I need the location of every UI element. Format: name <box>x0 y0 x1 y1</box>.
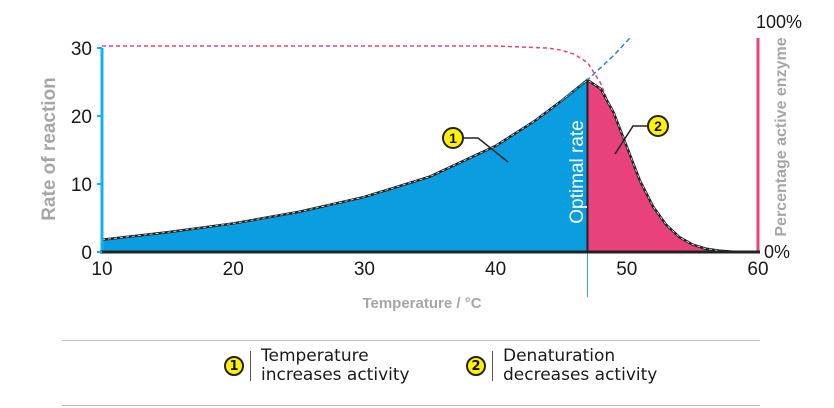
legend-1-line2: increases activity <box>261 365 410 385</box>
y-tick-label: 30 <box>71 39 92 60</box>
x-tick-label: 40 <box>485 259 506 280</box>
x-tick-label: 30 <box>354 259 375 280</box>
extrapolation-line <box>560 36 632 102</box>
callout-2-leader <box>614 125 647 155</box>
rate-curve-highlight <box>101 79 759 253</box>
x-tick-label: 10 <box>91 259 112 280</box>
y2-tick-label: 100% <box>756 12 802 32</box>
x-tick-label: 60 <box>747 259 768 280</box>
x-axis-label: Temperature / °C <box>362 295 481 312</box>
y-tick-label: 10 <box>71 175 92 196</box>
rate-increase-area <box>102 79 588 253</box>
y2-tick-label: 0% <box>764 242 790 262</box>
legend-separator <box>250 351 251 381</box>
number-2-badge-icon: 2 <box>466 356 486 376</box>
x-tick-label: 50 <box>616 259 637 280</box>
legend: 1 Temperature increases activity 2 Denat… <box>62 340 760 406</box>
callout-2-badge-icon <box>647 115 669 137</box>
legend-2-line2: decreases activity <box>503 365 658 385</box>
legend-item-denaturation: 2 Denaturation decreases activity <box>466 347 657 385</box>
legend-item-temperature: 1 Temperature increases activity <box>224 347 410 385</box>
callout-1-badge-icon <box>442 127 464 149</box>
denaturation-area <box>587 79 758 253</box>
number-1-badge-icon: 1 <box>224 356 244 376</box>
optimal-rate-label: Optimal rate <box>567 120 588 223</box>
badge-number: 2 <box>654 118 662 134</box>
badge-number: 1 <box>449 130 457 146</box>
y2-axis-label: Percentage active enzyme <box>773 37 790 236</box>
legend-separator <box>492 351 493 381</box>
active-enzyme-line <box>102 45 759 253</box>
y-tick-label: 20 <box>71 107 92 128</box>
y-axis-label: Rate of reaction <box>39 77 60 221</box>
x-tick-label: 20 <box>223 259 244 280</box>
legend-1-line1: Temperature <box>261 346 369 366</box>
y-tick-label: 0 <box>81 243 92 264</box>
callout-1-leader <box>463 137 509 163</box>
legend-2-line1: Denaturation <box>503 346 616 366</box>
